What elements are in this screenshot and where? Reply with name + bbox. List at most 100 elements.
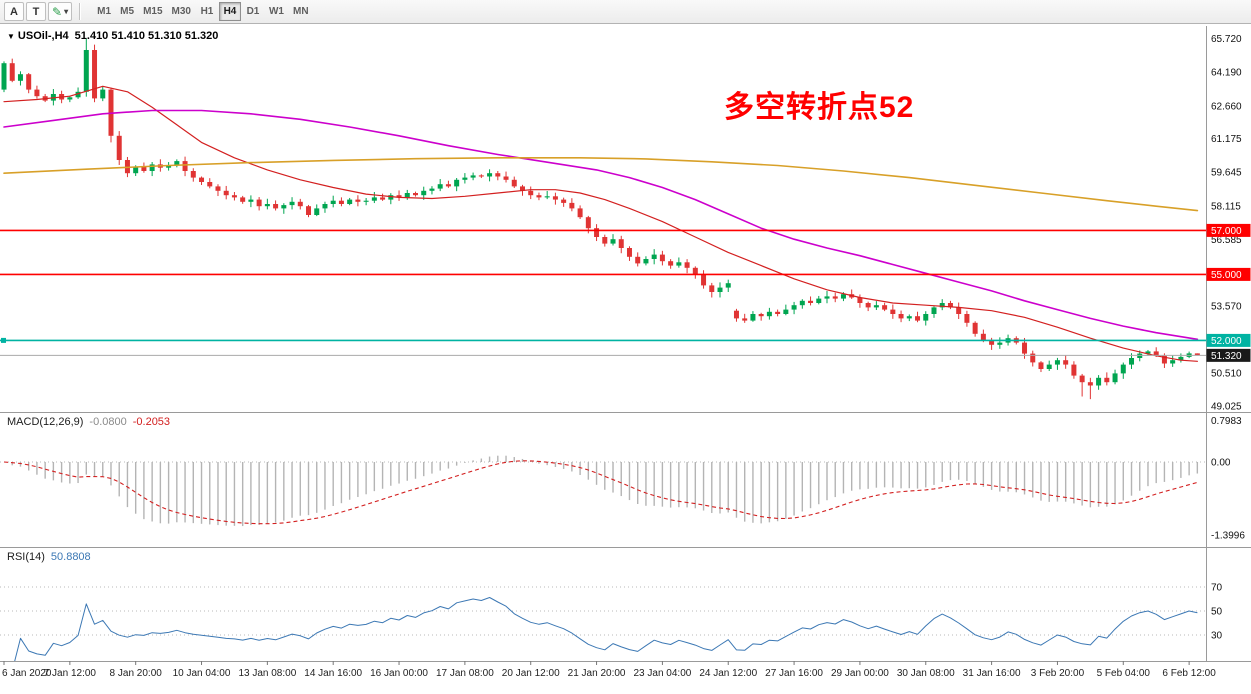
objects-dropdown-button[interactable]: ✎ ▾ (48, 2, 73, 21)
candle (297, 198, 303, 210)
candle (618, 235, 624, 254)
chevron-down-icon: ▾ (64, 7, 69, 16)
macd-signal-line (3, 460, 1198, 525)
candle (141, 162, 147, 173)
candle (487, 169, 493, 182)
candle (26, 72, 32, 94)
axis-label: -1.3996 (1211, 530, 1245, 541)
timeframe-m30-button[interactable]: M30 (168, 2, 195, 21)
timeframe-m15-button[interactable]: M15 (139, 2, 166, 21)
axis-label: 29 Jan 00:00 (831, 668, 889, 679)
rsi-line (14, 597, 1198, 661)
candle (915, 311, 921, 323)
candle (873, 301, 879, 310)
axis-label: 57.000 (1211, 226, 1242, 237)
axis-label: 61.175 (1211, 134, 1242, 145)
price-tag-55.000: 55.000 (1206, 267, 1251, 281)
candle (108, 87, 114, 143)
candle (692, 266, 698, 279)
axis-label: 64.190 (1211, 68, 1242, 79)
candle (939, 299, 945, 311)
candle (338, 197, 344, 207)
candle (1063, 355, 1069, 369)
timeframe-w1-button[interactable]: W1 (265, 2, 288, 21)
candle (643, 256, 649, 266)
candle (733, 308, 739, 322)
candle (355, 195, 361, 207)
candle (17, 71, 23, 86)
axis-label: 62.660 (1211, 101, 1242, 112)
candle (561, 197, 567, 207)
candle (9, 58, 15, 83)
axis-label: 59.645 (1211, 168, 1242, 179)
candle (190, 168, 196, 182)
arrow-tool-button[interactable]: A (4, 2, 24, 21)
candle (676, 257, 682, 268)
axis-label: 24 Jan 12:00 (699, 668, 757, 679)
axis-label: 30 Jan 08:00 (897, 668, 955, 679)
rsi-indicator-label: RSI(14) 50.8808 (7, 551, 91, 563)
candle (816, 295, 822, 305)
main-price-pane (1, 38, 1200, 400)
axis-label: 0.00 (1211, 458, 1231, 469)
candle (750, 311, 756, 322)
timeframe-group: M1 M5 M15 M30 H1 H4 D1 W1 MN (93, 2, 312, 21)
axis-label: 70 (1211, 583, 1223, 594)
candle (668, 259, 674, 269)
macd-name-text: MACD(12,26,9) (7, 416, 84, 428)
candle (742, 313, 748, 323)
axis-label: 53.570 (1211, 301, 1242, 312)
candle (569, 198, 575, 212)
collapse-triangle-icon[interactable]: ▼ (7, 32, 15, 41)
axis-label: 56.585 (1211, 235, 1242, 246)
axis-label: 6 Feb 12:00 (1162, 668, 1216, 679)
ohlc-values-text: 51.410 51.410 51.310 51.320 (74, 30, 219, 42)
candle (322, 201, 328, 213)
candle (413, 191, 418, 197)
price-line-handle[interactable] (1, 337, 6, 343)
candle (462, 173, 468, 184)
candle (231, 192, 237, 201)
timeframe-h1-button[interactable]: H1 (196, 2, 218, 21)
price-tag-52.000: 52.000 (1206, 333, 1251, 347)
candle (273, 200, 279, 211)
candle (717, 282, 723, 298)
timeframe-m1-button[interactable]: M1 (93, 2, 115, 21)
candle (758, 312, 764, 321)
axis-label: 52.000 (1211, 336, 1242, 347)
candle (956, 302, 962, 320)
candle (528, 186, 534, 200)
candle (92, 44, 98, 103)
candle (445, 180, 451, 188)
candle (1145, 349, 1151, 356)
timeframe-mn-button[interactable]: MN (289, 2, 313, 21)
macd-signal-value: -0.2053 (132, 416, 171, 428)
candle (799, 299, 805, 309)
candle (503, 171, 509, 183)
timeframe-d1-button[interactable]: D1 (242, 2, 264, 21)
axis-label: 23 Jan 04:00 (633, 668, 691, 679)
candle (83, 38, 89, 97)
chart-symbol-label: ▼ USOil-,H4 51.410 51.410 51.310 51.320 (7, 30, 218, 42)
annotation-text[interactable]: 多空转折点52 (724, 91, 915, 124)
candle (306, 204, 312, 218)
symbol-period-text: USOil-,H4 (17, 30, 69, 42)
toolbar-separator (79, 3, 82, 20)
candle (264, 198, 270, 210)
axis-label: 6 Jan 2020 (2, 668, 52, 679)
timeframe-m5-button[interactable]: M5 (116, 2, 138, 21)
candle (330, 195, 336, 208)
axis-label: 49.025 (1211, 401, 1242, 412)
timeframe-h4-button[interactable]: H4 (218, 2, 241, 21)
text-tool-button[interactable]: T (26, 2, 46, 21)
candle (865, 301, 871, 312)
candle (659, 250, 665, 266)
candle (404, 189, 410, 200)
candle (610, 234, 616, 246)
pencil-icon: ✎ (52, 4, 63, 19)
candle (248, 195, 254, 208)
candle (388, 193, 394, 205)
current-price-tag: 51.320 (1206, 348, 1251, 362)
